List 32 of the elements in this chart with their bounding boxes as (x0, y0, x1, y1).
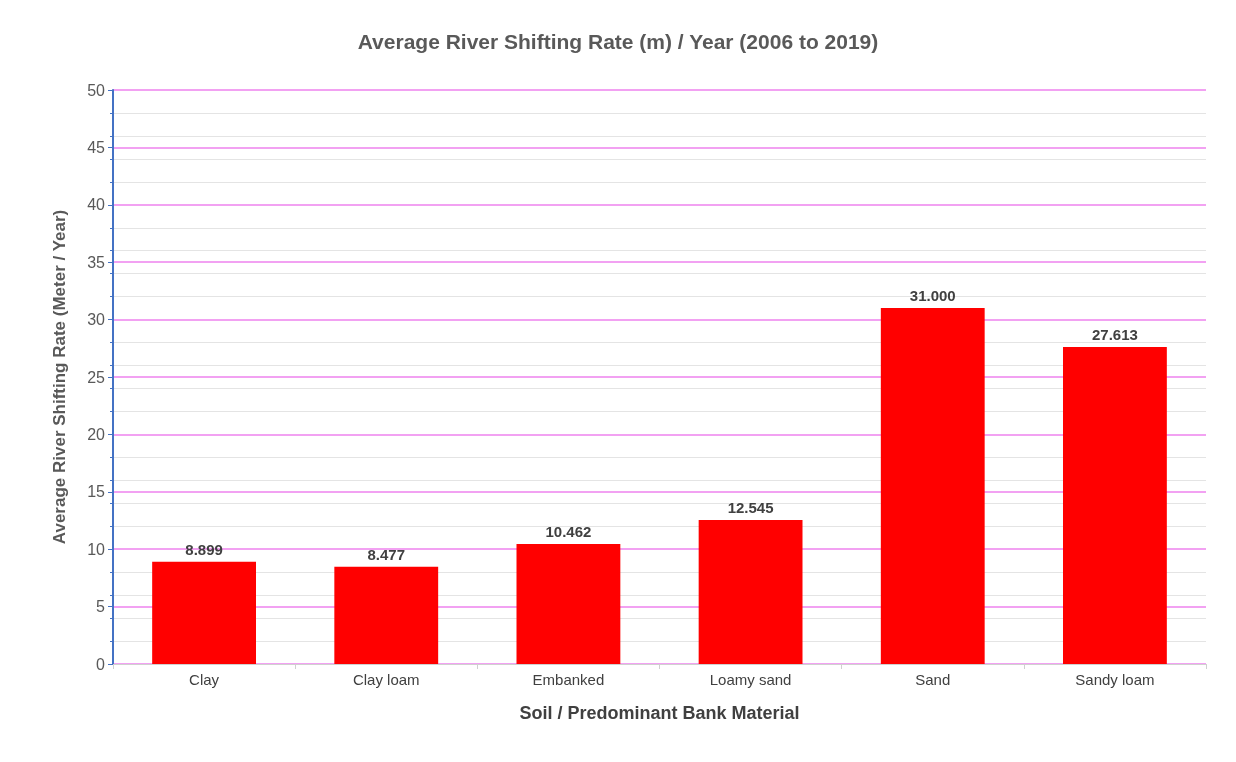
data-label: 8.477 (367, 545, 406, 563)
bar (1063, 347, 1167, 664)
y-tick-label: 25 (87, 368, 106, 386)
y-tick-label: 15 (87, 483, 106, 501)
y-tick-label: 30 (87, 311, 106, 329)
y-tick-label: 20 (87, 425, 106, 443)
y-tick-label: 5 (96, 598, 106, 616)
y-tick-label: 45 (87, 138, 106, 156)
x-tick-label: Clay loam (352, 671, 420, 688)
y-tick-label: 10 (87, 540, 106, 558)
y-tick-label: 40 (87, 196, 106, 214)
data-label: 27.613 (1091, 326, 1138, 343)
x-tick-label: Embanked (532, 671, 605, 688)
x-axis-title: Soil / Predominant Bank Material (519, 703, 800, 723)
y-tick-label: 0 (96, 655, 106, 673)
bar (152, 561, 256, 664)
y-axis-title: Average River Shifting Rate (Meter / Year) (50, 209, 69, 545)
data-label: 12.545 (727, 498, 774, 516)
x-tick-label: Sandy loam (1075, 671, 1155, 688)
data-label: 31.000 (909, 287, 956, 305)
bar (516, 543, 621, 664)
data-label: 10.462 (545, 522, 592, 540)
chart-title: Average River Shifting Rate (m) / Year (2006 to 2019) (357, 30, 879, 53)
y-tick-label: 35 (87, 253, 106, 271)
bar (880, 308, 985, 664)
y-tick-label: 50 (87, 81, 106, 99)
x-tick-label: Sand (915, 671, 951, 688)
x-tick-label: Loamy sand (709, 671, 792, 688)
bar (698, 519, 803, 664)
x-tick-label: Clay (189, 671, 220, 688)
data-label: 8.899 (185, 540, 223, 558)
bar (334, 566, 439, 664)
